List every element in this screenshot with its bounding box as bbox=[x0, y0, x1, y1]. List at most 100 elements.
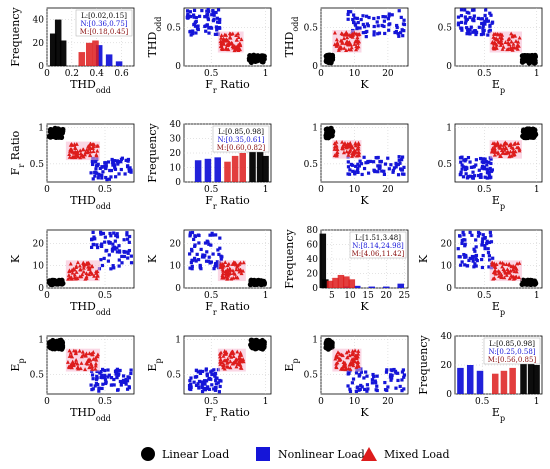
bar bbox=[194, 160, 202, 182]
point-mixed bbox=[515, 145, 520, 149]
bar bbox=[509, 367, 516, 394]
point-nonlinear bbox=[476, 173, 481, 178]
point-nonlinear bbox=[99, 258, 103, 262]
point-nonlinear bbox=[108, 168, 112, 173]
point-nonlinear bbox=[382, 172, 387, 176]
point-nonlinear bbox=[207, 9, 211, 13]
point-nonlinear bbox=[192, 380, 196, 384]
point-mixed bbox=[219, 264, 224, 268]
point-nonlinear bbox=[489, 240, 494, 244]
point-nonlinear bbox=[472, 165, 476, 169]
point-mixed bbox=[69, 361, 74, 366]
bar bbox=[204, 158, 212, 182]
point-mixed bbox=[237, 362, 242, 367]
point-mixed bbox=[226, 47, 231, 52]
point-nonlinear bbox=[115, 246, 119, 250]
point-nonlinear bbox=[104, 166, 108, 171]
point-mixed bbox=[239, 358, 244, 363]
point-mixed bbox=[238, 268, 243, 273]
panel-1-3: 0.5 1 0.5 1 Ep bbox=[438, 123, 543, 211]
point-nonlinear bbox=[402, 165, 406, 169]
bar bbox=[85, 42, 93, 66]
point-mixed bbox=[351, 363, 356, 368]
point-mixed bbox=[222, 349, 227, 353]
point-linear bbox=[523, 280, 530, 286]
point-nonlinear bbox=[487, 29, 491, 34]
point-nonlinear bbox=[376, 24, 380, 28]
point-nonlinear bbox=[366, 387, 370, 391]
point-mixed bbox=[87, 272, 92, 277]
point-nonlinear bbox=[212, 267, 216, 271]
point-nonlinear bbox=[400, 158, 404, 162]
point-nonlinear bbox=[349, 10, 353, 14]
point-nonlinear bbox=[400, 155, 405, 159]
point-mixed bbox=[78, 151, 83, 156]
point-nonlinear bbox=[125, 237, 130, 241]
point-mixed bbox=[497, 32, 502, 37]
point-nonlinear bbox=[206, 385, 210, 389]
point-mixed bbox=[219, 42, 224, 47]
point-mixed bbox=[76, 154, 81, 159]
point-mixed bbox=[492, 152, 497, 157]
point-nonlinear bbox=[471, 259, 475, 263]
point-nonlinear bbox=[486, 19, 491, 23]
point-nonlinear bbox=[213, 373, 217, 377]
x-tick-label: 0 bbox=[44, 291, 50, 301]
point-nonlinear bbox=[211, 11, 215, 15]
point-mixed bbox=[510, 267, 515, 272]
x-tick-label: 1 bbox=[534, 291, 540, 301]
point-nonlinear bbox=[215, 20, 220, 24]
point-nonlinear bbox=[486, 168, 490, 173]
point-nonlinear bbox=[459, 14, 464, 18]
point-nonlinear bbox=[191, 29, 195, 33]
point-mixed bbox=[354, 353, 359, 358]
point-nonlinear bbox=[460, 167, 464, 171]
point-linear bbox=[58, 134, 64, 140]
point-nonlinear bbox=[358, 26, 362, 30]
point-nonlinear bbox=[107, 373, 111, 377]
point-nonlinear bbox=[129, 371, 133, 376]
point-mixed bbox=[517, 146, 522, 151]
y-tick-label: 20 bbox=[307, 270, 319, 280]
point-nonlinear bbox=[217, 390, 221, 394]
point-nonlinear bbox=[217, 252, 221, 256]
point-mixed bbox=[74, 358, 79, 362]
point-nonlinear bbox=[188, 232, 192, 237]
point-nonlinear bbox=[201, 253, 205, 257]
point-mixed bbox=[72, 267, 77, 272]
point-linear bbox=[531, 281, 538, 287]
point-mixed bbox=[356, 149, 361, 154]
point-mixed bbox=[509, 39, 514, 44]
bar bbox=[353, 285, 361, 288]
point-mixed bbox=[95, 148, 100, 153]
annotation-line: M:[0.18,0.45] bbox=[80, 28, 129, 36]
point-nonlinear bbox=[113, 239, 117, 243]
x-axis-label: Fr Ratio bbox=[205, 194, 250, 211]
point-nonlinear bbox=[361, 22, 365, 27]
point-mixed bbox=[221, 353, 226, 358]
point-nonlinear bbox=[213, 264, 217, 269]
y-axis-label: Frequency bbox=[417, 334, 430, 394]
point-mixed bbox=[67, 365, 72, 370]
point-nonlinear bbox=[96, 245, 100, 250]
point-nonlinear bbox=[462, 233, 466, 237]
point-nonlinear bbox=[398, 384, 402, 389]
point-nonlinear bbox=[472, 174, 477, 178]
bar bbox=[397, 283, 405, 288]
point-nonlinear bbox=[192, 15, 196, 19]
point-nonlinear bbox=[214, 10, 218, 15]
point-nonlinear bbox=[116, 159, 120, 164]
point-nonlinear bbox=[122, 250, 127, 254]
point-nonlinear bbox=[100, 386, 104, 391]
point-mixed bbox=[71, 154, 76, 159]
point-nonlinear bbox=[188, 266, 192, 270]
point-mixed bbox=[356, 363, 361, 368]
point-mixed bbox=[75, 361, 80, 366]
bar bbox=[348, 279, 356, 288]
point-nonlinear bbox=[105, 177, 109, 182]
panel-grid: 0 0.2 0.4 0.6 0 20 40 L:[0.02,0.15]N:[0.36,0.75… bbox=[9, 6, 543, 423]
y-tick-label: 0 bbox=[175, 178, 181, 188]
cluster-nonlinear-load bbox=[89, 156, 133, 182]
y-tick-label: 1 bbox=[175, 335, 181, 345]
point-nonlinear bbox=[116, 388, 120, 392]
